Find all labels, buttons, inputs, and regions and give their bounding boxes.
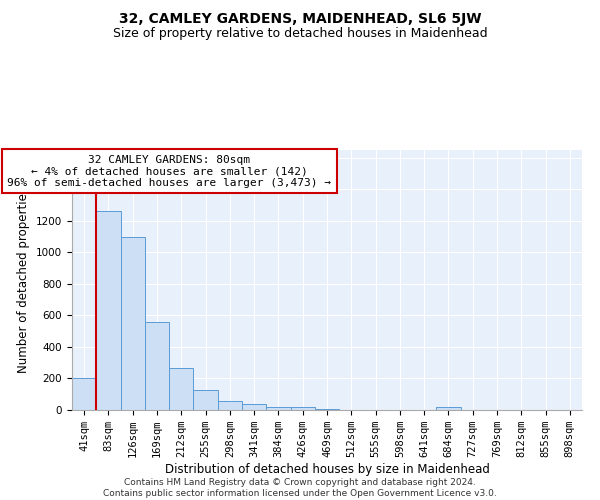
Bar	[145, 322, 169, 410]
Text: 32 CAMLEY GARDENS: 80sqm
← 4% of detached houses are smaller (142)
96% of semi-d: 32 CAMLEY GARDENS: 80sqm ← 4% of detache…	[7, 154, 331, 188]
X-axis label: Distribution of detached houses by size in Maidenhead: Distribution of detached houses by size …	[164, 463, 490, 476]
Bar	[218, 401, 242, 410]
Bar	[290, 407, 315, 410]
Text: 32, CAMLEY GARDENS, MAIDENHEAD, SL6 5JW: 32, CAMLEY GARDENS, MAIDENHEAD, SL6 5JW	[119, 12, 481, 26]
Bar	[72, 378, 96, 410]
Bar	[266, 407, 290, 410]
Bar	[121, 238, 145, 410]
Bar	[169, 368, 193, 410]
Text: Contains HM Land Registry data © Crown copyright and database right 2024.
Contai: Contains HM Land Registry data © Crown c…	[103, 478, 497, 498]
Text: Size of property relative to detached houses in Maidenhead: Size of property relative to detached ho…	[113, 28, 487, 40]
Bar	[193, 390, 218, 410]
Bar	[436, 407, 461, 410]
Y-axis label: Number of detached properties: Number of detached properties	[17, 187, 31, 373]
Bar	[96, 210, 121, 410]
Bar	[242, 404, 266, 410]
Bar	[315, 409, 339, 410]
